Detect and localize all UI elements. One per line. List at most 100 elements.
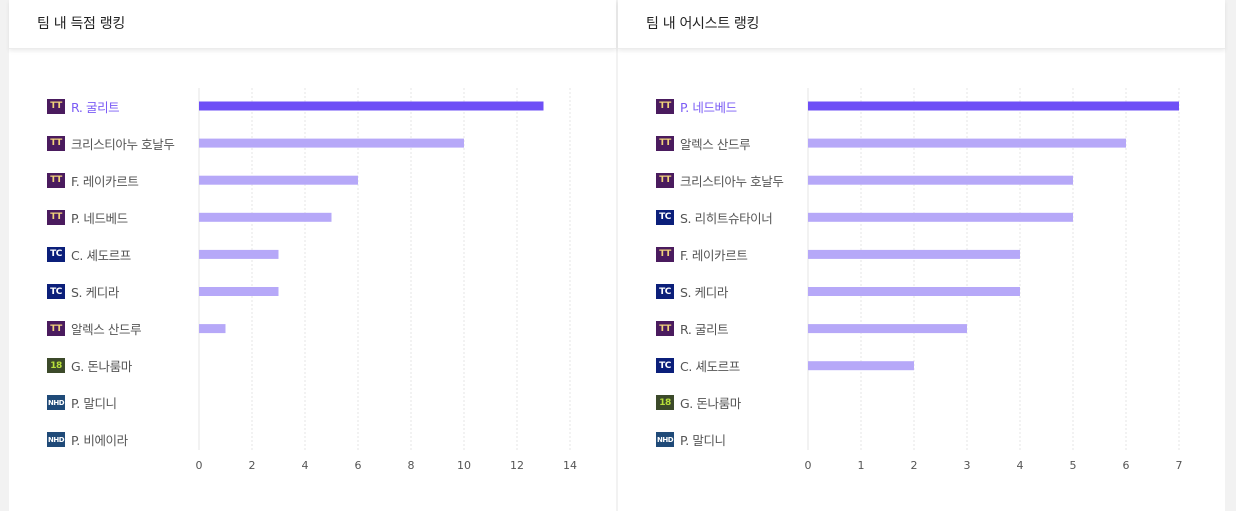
- panel-header: 팀 내 어시스트 랭킹: [618, 0, 1225, 49]
- season-badge-icon: TT: [656, 321, 674, 337]
- player-name: 크리스티아누 호날두: [680, 173, 784, 189]
- x-tick-label: 5: [1070, 459, 1077, 472]
- player-name: F. 레이카르트: [680, 247, 748, 263]
- x-tick-label: 0: [805, 459, 812, 472]
- player-name: 알렉스 산드루: [680, 136, 751, 152]
- season-badge-icon: TT: [47, 209, 65, 225]
- player-name: 크리스티아누 호날두: [71, 136, 175, 152]
- scoring-ranking-chart: 0 2 4 6 8 10 12 14 TT R. 굴리트 TT 크리스티아누 호날두 TT F. 레이카르…: [9, 50, 616, 511]
- season-badge-icon: NHD: [47, 432, 65, 448]
- season-badge-icon: 18: [656, 395, 674, 411]
- player-row-label[interactable]: TT P. 네드베드: [47, 208, 128, 226]
- player-row-label[interactable]: TT 크리스티아누 호날두: [656, 171, 784, 189]
- player-name: 알렉스 산드루: [71, 322, 142, 338]
- player-row-label[interactable]: TT F. 레이카르트: [656, 245, 748, 263]
- x-tick-label: 6: [355, 459, 362, 472]
- season-badge-icon: NHD: [47, 395, 65, 411]
- player-row-label[interactable]: TC S. 케디라: [656, 283, 728, 301]
- player-name: S. 케디라: [680, 285, 728, 300]
- bar: [199, 324, 226, 334]
- player-row-label[interactable]: NHD P. 말디니: [656, 431, 726, 449]
- player-name: C. 셰도르프: [680, 359, 740, 375]
- season-badge-icon: TT: [656, 98, 674, 114]
- x-tick-label: 12: [510, 459, 524, 472]
- player-row-label[interactable]: TT 크리스티아누 호날두: [47, 134, 175, 152]
- season-badge-icon: TT: [656, 172, 674, 188]
- player-name: R. 굴리트: [71, 99, 120, 115]
- player-row-label[interactable]: TC C. 셰도르프: [47, 245, 131, 263]
- x-tick-label: 8: [408, 459, 415, 472]
- x-tick-label: 4: [1017, 459, 1024, 472]
- player-name: G. 돈나룸마: [71, 359, 132, 375]
- player-row-label[interactable]: TT 알렉스 산드루: [47, 320, 142, 338]
- season-badge-icon: TT: [47, 321, 65, 337]
- assist-ranking-panel: 팀 내 어시스트 랭킹 0 1 2 3 4 5 6 7 TT P. 네드베드 TT 알렉스 산드루 TT…: [618, 0, 1225, 511]
- bar-chart-svg: 0 2 4 6 8 10 12 14: [196, 88, 577, 472]
- bar: [808, 324, 967, 334]
- x-tick-label: 2: [249, 459, 256, 472]
- x-tick-label: 6: [1123, 459, 1130, 472]
- season-badge-icon: TT: [47, 98, 65, 114]
- assist-ranking-chart: 0 1 2 3 4 5 6 7 TT P. 네드베드 TT 알렉스 산드루 TT 크리스티아누 호날두 TC…: [618, 50, 1225, 511]
- bar: [808, 101, 1179, 111]
- player-name: P. 네드베드: [71, 210, 128, 226]
- x-tick-label: 1: [858, 459, 865, 472]
- player-row-label[interactable]: 18 G. 돈나룸마: [656, 394, 741, 412]
- x-tick-label: 7: [1176, 459, 1183, 472]
- x-tick-label: 14: [563, 459, 577, 472]
- bar: [808, 249, 1020, 259]
- panel-title: 팀 내 득점 랭킹: [37, 16, 125, 32]
- season-badge-icon: TC: [656, 358, 674, 374]
- bar: [808, 287, 1020, 296]
- player-name: P. 비에이라: [71, 433, 128, 449]
- player-row-label[interactable]: TT R. 굴리트: [656, 320, 729, 338]
- x-tick-label: 4: [302, 459, 309, 472]
- player-row-label[interactable]: NHD P. 비에이라: [47, 431, 128, 449]
- season-badge-icon: TC: [656, 209, 674, 225]
- x-tick-label: 2: [911, 459, 918, 472]
- player-name: P. 네드베드: [680, 99, 737, 115]
- bar: [199, 101, 544, 111]
- bar: [808, 212, 1073, 222]
- player-name: P. 말디니: [680, 433, 726, 449]
- bar: [808, 138, 1126, 148]
- player-row-label[interactable]: TT R. 굴리트: [47, 97, 120, 115]
- x-tick-label: 10: [457, 459, 471, 472]
- bar: [199, 212, 332, 222]
- season-badge-icon: TT: [656, 246, 674, 262]
- player-row-label[interactable]: NHD P. 말디니: [47, 394, 117, 412]
- x-tick-label: 0: [196, 459, 203, 472]
- player-row-label[interactable]: TT P. 네드베드: [656, 97, 737, 115]
- player-name: P. 말디니: [71, 396, 117, 412]
- player-row-label[interactable]: TC C. 셰도르프: [656, 357, 740, 375]
- bar: [199, 249, 279, 259]
- player-row-label[interactable]: TC S. 케디라: [47, 283, 119, 301]
- season-badge-icon: TT: [47, 172, 65, 188]
- bar: [199, 138, 464, 148]
- scoring-ranking-panel: 팀 내 득점 랭킹 0 2 4 6 8 10 12 14 TT R. 굴리트 TT 크리스티아누 호날…: [9, 0, 616, 511]
- player-row-label[interactable]: 18 G. 돈나룸마: [47, 357, 132, 375]
- player-name: S. 케디라: [71, 285, 119, 300]
- season-badge-icon: NHD: [656, 432, 674, 448]
- season-badge-icon: TT: [47, 135, 65, 151]
- bar: [808, 175, 1073, 185]
- panel-header: 팀 내 득점 랭킹: [9, 0, 616, 49]
- x-tick-label: 3: [964, 459, 971, 472]
- player-row-label[interactable]: TC S. 리히트슈타이너: [656, 208, 773, 226]
- player-name: R. 굴리트: [680, 322, 729, 338]
- player-row-label[interactable]: TT 알렉스 산드루: [656, 134, 751, 152]
- season-badge-icon: TC: [656, 284, 674, 299]
- bar: [808, 361, 914, 371]
- bar: [199, 175, 358, 185]
- player-row-label[interactable]: TT F. 레이카르트: [47, 171, 139, 189]
- season-badge-icon: TT: [656, 135, 674, 151]
- panel-title: 팀 내 어시스트 랭킹: [646, 16, 760, 32]
- bar: [199, 287, 279, 296]
- player-name: C. 셰도르프: [71, 247, 131, 263]
- season-badge-icon: 18: [47, 358, 65, 374]
- player-name: G. 돈나룸마: [680, 396, 741, 412]
- season-badge-icon: TC: [47, 284, 65, 299]
- bar-chart-svg: 0 1 2 3 4 5 6 7: [805, 88, 1183, 472]
- player-name: F. 레이카르트: [71, 173, 139, 189]
- season-badge-icon: TC: [47, 246, 65, 262]
